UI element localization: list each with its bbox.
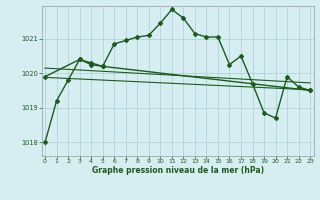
X-axis label: Graphe pression niveau de la mer (hPa): Graphe pression niveau de la mer (hPa)	[92, 166, 264, 175]
